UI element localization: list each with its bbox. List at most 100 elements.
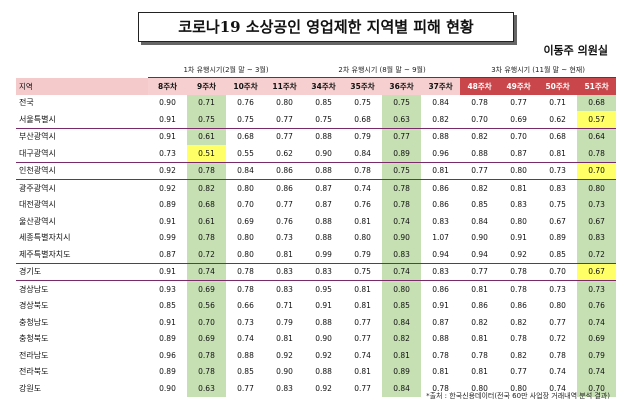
value-cell: 0.82 [471,132,488,142]
week-header: 8주차 [148,77,187,95]
value-cell: 0.76 [237,98,254,108]
value-cell: 0.62 [538,111,578,129]
value-cell: 0.90 [159,98,176,108]
value-cell: 0.89 [549,233,566,243]
damage-table: 1차 유행시기(2월 말 ~ 3월) 2차 유행시기 (8월 말 ~ 9월) 3… [16,62,617,397]
value-cell: 0.78 [343,162,383,180]
region-cell: 전라북도 [19,367,49,377]
value-cell: 0.90 [471,233,488,243]
value-cell: 0.83 [577,229,617,246]
value-cell: 0.88 [432,334,449,344]
value-cell: 0.73 [237,317,254,327]
value-cell: 0.74 [382,263,422,281]
value-cell: 0.67 [577,213,617,230]
table-row: 대구광역시 0.73 0.51 0.55 0.62 0.90 0.84 0.89 0.96 0.8… [16,145,617,163]
value-cell: 0.80 [510,216,527,226]
value-cell: 0.68 [187,196,226,213]
value-cell: 0.81 [276,334,293,344]
week-header: 10주차 [226,77,265,95]
value-cell: 0.81 [382,347,422,364]
value-cell: 0.84 [382,380,422,397]
value-cell: 0.96 [159,350,176,360]
value-cell: 0.81 [354,284,371,294]
value-cell: 0.74 [549,383,566,393]
value-cell: 0.78 [510,334,527,344]
value-cell: 0.87 [499,145,539,163]
value-cell: 0.81 [432,367,449,377]
value-cell: 0.67 [549,216,566,226]
region-cell: 부산광역시 [19,132,56,142]
value-cell: 0.81 [265,246,305,264]
table-row: 제주특별자치도 0.87 0.72 0.80 0.81 0.99 0.79 0.83 0.94 0… [16,246,617,264]
value-cell: 0.90 [276,367,293,377]
value-cell: 0.80 [471,383,488,393]
region-cell: 서울특별시 [16,111,148,129]
value-cell: 0.83 [510,200,527,210]
period-1-label: 1차 유행시기(2월 말 ~ 3월) [148,62,305,78]
value-cell: 0.86 [276,183,293,193]
value-cell: 0.82 [510,317,527,327]
value-cell: 0.83 [421,263,461,281]
value-cell: 0.78 [577,145,617,163]
value-cell: 0.88 [315,367,332,377]
table-row: 전라남도 0.96 0.78 0.88 0.92 0.92 0.74 0.81 0.78 0.78… [16,347,617,364]
value-cell: 0.89 [159,200,176,210]
value-cell: 0.78 [499,263,539,281]
value-cell: 0.78 [471,98,488,108]
table-row: 경상북도 0.85 0.56 0.66 0.71 0.91 0.81 0.85 0.91 0.86… [16,297,617,314]
value-cell: 0.74 [549,367,566,377]
table-row: 대전광역시 0.89 0.68 0.70 0.77 0.87 0.76 0.78 0.86 0.8… [16,196,617,213]
week-header: 34주차 [304,77,344,95]
header-row: 지역 8주차 9주차 10주차 11주차 34주차 35주차 36주차 37주차… [16,77,617,95]
region-cell: 광주광역시 [19,183,56,193]
value-cell: 0.78 [237,284,254,294]
table-row: 충청남도 0.91 0.70 0.73 0.79 0.88 0.77 0.84 0.87 0.82… [16,314,617,331]
value-cell: 0.83 [276,383,293,393]
value-cell: 0.78 [382,196,422,213]
value-cell: 0.71 [276,301,293,311]
value-cell: 0.68 [237,132,254,142]
value-cell: 0.61 [187,128,226,145]
value-cell: 0.75 [226,111,265,129]
value-cell: 0.73 [148,145,187,163]
value-cell: 0.71 [549,98,566,108]
value-cell: 0.75 [304,111,344,129]
region-cell: 강원도 [19,383,42,393]
value-cell: 0.69 [237,216,254,226]
value-cell: 0.68 [343,111,383,129]
value-cell: 0.88 [304,162,344,180]
value-cell: 0.92 [276,350,293,360]
value-cell: 0.72 [577,246,617,264]
value-cell: 0.78 [382,179,422,197]
value-cell: 0.70 [237,200,254,210]
value-cell: 0.83 [265,263,305,281]
week-header: 51주차 [577,77,617,95]
value-cell: 0.88 [315,216,332,226]
value-cell: 0.80 [499,162,539,180]
value-cell: 0.56 [187,297,226,314]
region-cell: 제주특별자치도 [16,246,148,264]
value-cell: 0.69 [499,111,539,129]
value-cell: 1.07 [432,233,449,243]
value-cell: 0.91 [148,111,187,129]
value-cell: 0.83 [276,284,293,294]
value-cell: 0.91 [148,263,187,281]
value-cell: 0.78 [187,162,226,180]
value-cell: 0.73 [549,284,566,294]
page-title: 코로나19 소상공인 영업제한 지역별 피해 현황 [178,18,474,36]
value-cell: 0.51 [187,145,226,163]
value-cell: 0.77 [549,317,566,327]
value-cell: 0.70 [460,111,500,129]
value-cell: 0.72 [549,334,566,344]
value-cell: 0.75 [343,263,383,281]
value-cell: 0.81 [354,216,371,226]
value-cell: 0.77 [354,334,371,344]
region-cell: 전국 [19,98,34,108]
value-cell: 0.74 [354,350,371,360]
value-cell: 0.88 [432,132,449,142]
table-row: 전국 0.90 0.71 0.76 0.80 0.85 0.75 0.75 0.84 0.78 0.… [16,94,617,111]
value-cell: 0.79 [343,246,383,264]
value-cell: 0.76 [354,200,371,210]
value-cell: 0.70 [538,263,578,281]
value-cell: 0.73 [577,196,617,213]
